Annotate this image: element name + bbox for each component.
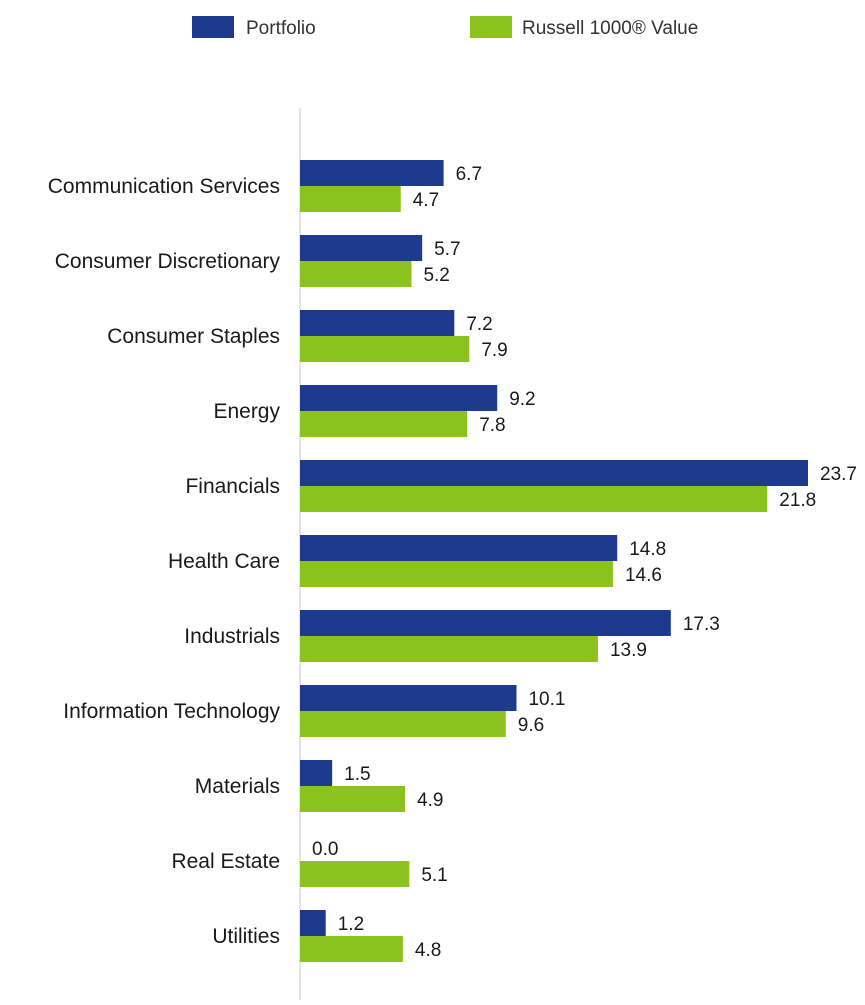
bar-portfolio-financials <box>300 460 808 486</box>
bar-russell-1000-value-materials <box>300 786 406 812</box>
value-label-portfolio-real-estate: 0.0 <box>312 839 338 860</box>
bar-russell-1000-value-industrials <box>300 636 598 662</box>
value-label-portfolio-consumer-discretionary: 5.7 <box>434 239 460 260</box>
bar-russell-1000-value-utilities <box>300 936 403 962</box>
category-labels: Communication Services Consumer Discretio… <box>48 175 281 948</box>
bar-russell-1000-value-health-care <box>300 561 613 587</box>
value-label-russell-1000-value-consumer-discretionary: 5.2 <box>423 265 449 286</box>
value-label-portfolio-utilities: 1.2 <box>338 914 364 935</box>
category-label-consumer-discretionary: Consumer Discretionary <box>55 250 281 273</box>
category-label-utilities: Utilities <box>212 925 280 948</box>
bar-portfolio-energy <box>300 385 498 411</box>
legend-label-portfolio: Portfolio <box>246 18 316 39</box>
bar-portfolio-materials <box>300 760 333 786</box>
bar-russell-1000-value-consumer-discretionary <box>300 261 412 287</box>
value-label-russell-1000-value-consumer-staples: 7.9 <box>481 340 507 361</box>
bar-portfolio-industrials <box>300 610 671 636</box>
legend: Portfolio Russell 1000® Value <box>192 16 698 39</box>
value-label-portfolio-information-technology: 10.1 <box>528 689 565 710</box>
category-label-health-care: Health Care <box>168 550 280 573</box>
value-label-portfolio-communication-services: 6.7 <box>456 164 482 185</box>
bars <box>300 160 808 962</box>
category-label-real-estate: Real Estate <box>171 850 280 873</box>
bar-russell-1000-value-real-estate <box>300 861 410 887</box>
value-label-russell-1000-value-communication-services: 4.7 <box>413 190 439 211</box>
value-label-russell-1000-value-industrials: 13.9 <box>610 640 647 661</box>
category-label-consumer-staples: Consumer Staples <box>107 325 280 348</box>
bar-portfolio-utilities <box>300 910 326 936</box>
legend-swatch-russell-1000-value <box>470 16 512 38</box>
value-label-russell-1000-value-information-technology: 9.6 <box>518 715 544 736</box>
value-label-russell-1000-value-health-care: 14.6 <box>625 565 662 586</box>
bar-russell-1000-value-financials <box>300 486 768 512</box>
value-label-portfolio-consumer-staples: 7.2 <box>466 314 492 335</box>
value-label-portfolio-energy: 9.2 <box>509 389 535 410</box>
legend-label-russell-1000-value: Russell 1000® Value <box>522 18 698 39</box>
category-label-energy: Energy <box>213 400 280 423</box>
value-label-russell-1000-value-energy: 7.8 <box>479 415 505 436</box>
category-label-information-technology: Information Technology <box>63 700 280 723</box>
value-label-russell-1000-value-utilities: 4.8 <box>415 940 441 961</box>
value-label-portfolio-materials: 1.5 <box>344 764 370 785</box>
category-label-communication-services: Communication Services <box>48 175 280 198</box>
value-label-portfolio-industrials: 17.3 <box>683 614 720 635</box>
legend-swatch-portfolio <box>192 16 234 38</box>
category-label-financials: Financials <box>185 475 280 498</box>
value-label-russell-1000-value-financials: 21.8 <box>779 490 816 511</box>
value-label-russell-1000-value-real-estate: 5.1 <box>421 865 447 886</box>
bar-portfolio-communication-services <box>300 160 444 186</box>
value-label-portfolio-health-care: 14.8 <box>629 539 666 560</box>
value-label-portfolio-financials: 23.7 <box>820 464 857 485</box>
bar-russell-1000-value-communication-services <box>300 186 401 212</box>
bar-russell-1000-value-information-technology <box>300 711 506 737</box>
value-label-russell-1000-value-materials: 4.9 <box>417 790 443 811</box>
bar-portfolio-information-technology <box>300 685 517 711</box>
bar-portfolio-health-care <box>300 535 618 561</box>
bar-russell-1000-value-energy <box>300 411 468 437</box>
category-label-materials: Materials <box>195 775 280 798</box>
value-labels: 6.7 4.7 5.7 5.2 7.2 7.9 9.27.8 23.721.8 14.8 14.6… <box>312 164 857 961</box>
category-label-industrials: Industrials <box>184 625 280 648</box>
bar-russell-1000-value-consumer-staples <box>300 336 470 362</box>
bar-portfolio-consumer-discretionary <box>300 235 423 261</box>
bar-portfolio-consumer-staples <box>300 310 455 336</box>
